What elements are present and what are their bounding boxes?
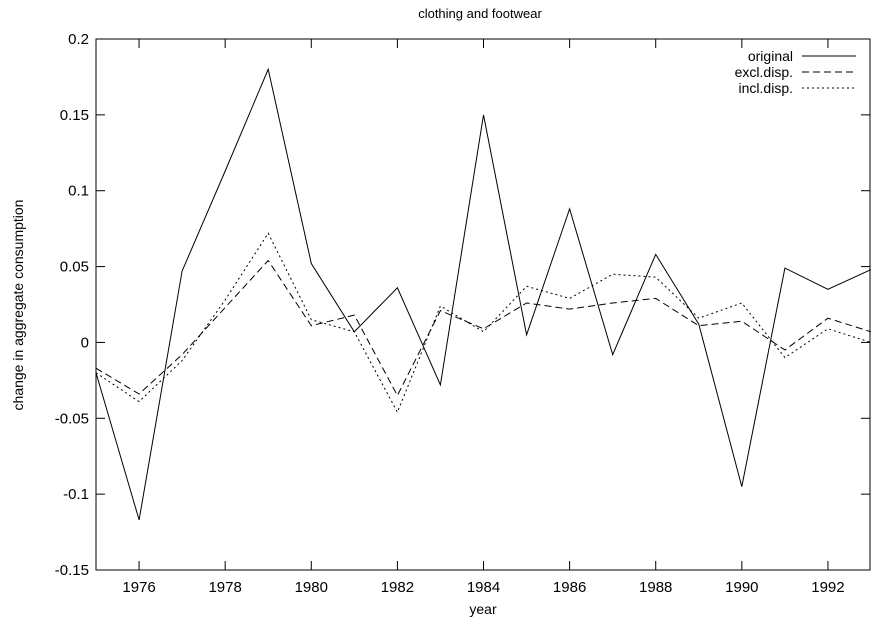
y-tick-label: -0.05: [55, 410, 89, 427]
y-axis: -0.15 -0.1 -0.05 0 0.05 0.1 0.15 0.2: [55, 31, 870, 579]
x-tick-label: 1976: [122, 579, 155, 596]
y-tick-label: 0.05: [60, 259, 89, 276]
x-tick-label: 1992: [811, 579, 844, 596]
series-line-original: [95, 67, 871, 521]
y-tick-label: 0.2: [68, 31, 89, 48]
x-tick-label: 1978: [208, 579, 241, 596]
x-tick-label: 1986: [553, 579, 586, 596]
x-axis: 1976 1978 1980 1982 1984 1986 1988 1990 1992: [122, 39, 845, 596]
series-line-incl-disp: [95, 232, 871, 414]
legend-label: excl.disp.: [735, 64, 793, 80]
chart-title: clothing and footwear: [418, 6, 542, 21]
x-tick-label: 1984: [467, 579, 500, 596]
y-tick-label: 0.15: [60, 107, 89, 124]
y-axis-title: change in aggregate consumption: [10, 200, 26, 411]
y-tick-label: 0.1: [68, 183, 89, 200]
y-tick-label: -0.15: [55, 562, 89, 579]
legend-label: original: [748, 48, 793, 64]
x-tick-label: 1990: [725, 579, 758, 596]
series-line-excl-disp: [95, 259, 871, 397]
x-tick-label: 1988: [639, 579, 672, 596]
x-axis-title: year: [469, 601, 497, 617]
legend-label: incl.disp.: [739, 80, 793, 96]
x-tick-label: 1982: [381, 579, 414, 596]
x-tick-label: 1980: [295, 579, 328, 596]
series-layer: [95, 67, 871, 521]
y-tick-label: 0: [81, 334, 89, 351]
y-tick-label: -0.1: [63, 486, 89, 503]
